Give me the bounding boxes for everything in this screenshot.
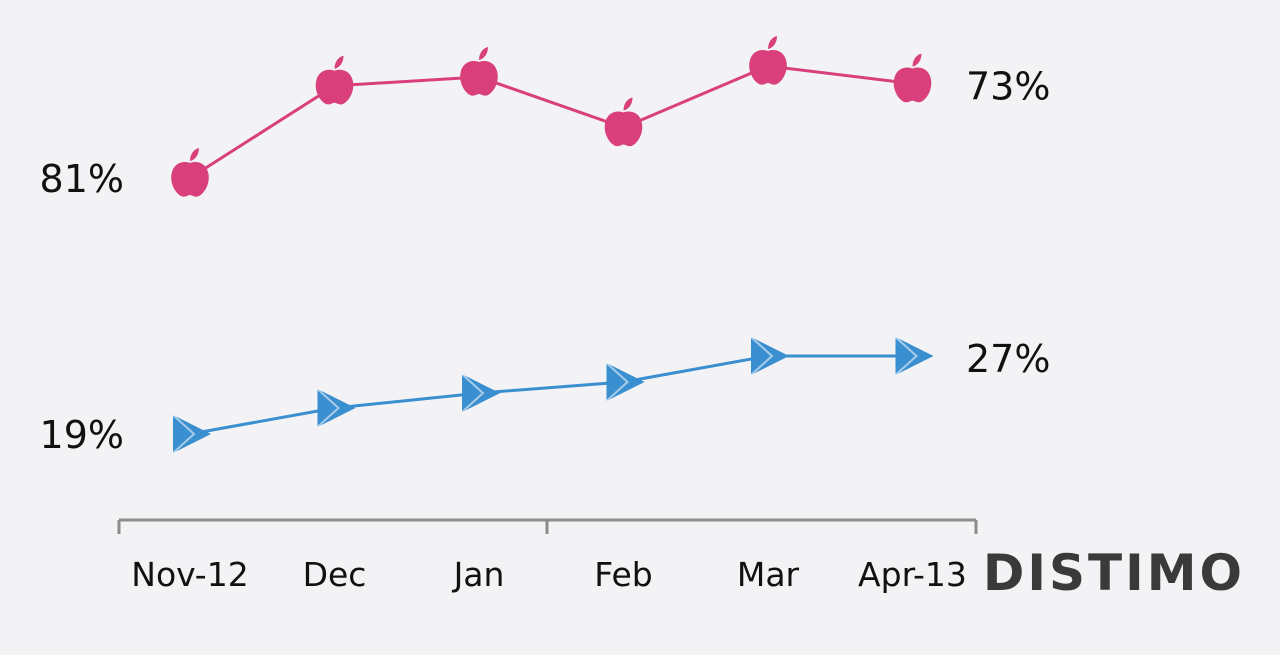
- x-tick-label: Jan: [452, 555, 505, 594]
- series-start-label: 19%: [40, 413, 124, 457]
- x-axis: Nov-12 Dec Jan Feb Mar Apr-13: [117, 518, 978, 594]
- play-store-marker-icon: [461, 373, 501, 414]
- series-start-label: 81%: [40, 157, 124, 201]
- apple-marker-icon: [460, 46, 498, 96]
- x-tick-label: Mar: [737, 555, 800, 594]
- series-line: [189, 64, 913, 180]
- play-store-marker-icon: [172, 414, 212, 454]
- x-tick-label: Nov-12: [131, 555, 248, 594]
- distimo-logo: DISTIMO: [983, 544, 1245, 602]
- label-group: 81% 73% 19% 27%: [40, 65, 1051, 457]
- series-end-label: 73%: [966, 65, 1050, 109]
- play-store-marker-icon: [316, 388, 357, 428]
- apple-marker-icon: [315, 55, 354, 105]
- series-group: [171, 36, 935, 454]
- apple-marker-icon: [893, 53, 932, 103]
- apple-marker-icon: [749, 36, 787, 85]
- x-tick-label: Feb: [594, 555, 652, 594]
- apple-marker-icon: [604, 97, 643, 147]
- x-tick-label: Apr-13: [858, 555, 967, 594]
- apple-marker-icon: [171, 148, 209, 197]
- series-end-label: 27%: [966, 337, 1050, 381]
- play-store-marker-icon: [894, 336, 935, 376]
- play-store-marker-icon: [605, 362, 646, 402]
- series-line: [189, 354, 913, 436]
- play-store-marker-icon: [750, 336, 790, 376]
- x-tick-label: Dec: [303, 555, 367, 594]
